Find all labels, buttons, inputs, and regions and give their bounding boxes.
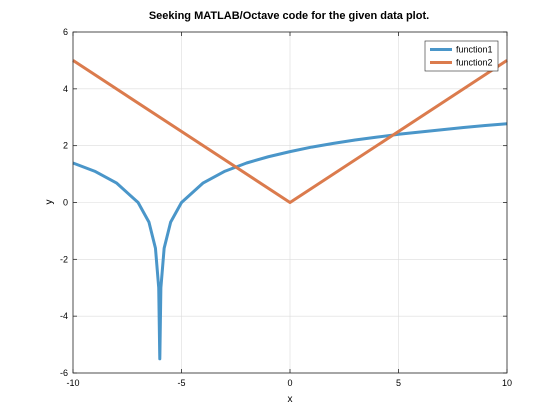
plot-area: -10 -5 0 5 10 -6 -4 -2 0 2 4 6	[60, 27, 512, 388]
chart-title: Seeking MATLAB/Octave code for the given…	[149, 10, 429, 22]
series-line-function2	[72, 59, 508, 204]
y-tick-label: -2	[60, 254, 68, 264]
legend-box	[424, 40, 499, 72]
legend-label-function1: function1	[456, 45, 493, 55]
x-tick-label: 5	[396, 378, 401, 388]
x-tick-label: 0	[287, 378, 292, 388]
y-axis-label: y	[44, 200, 55, 205]
legend: function1 function2	[424, 40, 499, 72]
y-tick-label: 4	[63, 84, 68, 94]
legend-label-function2: function2	[456, 58, 493, 68]
y-tick-label: -6	[60, 368, 68, 378]
series-lines	[72, 59, 508, 361]
x-tick-label: -10	[66, 378, 79, 388]
y-tick-label: 0	[63, 198, 68, 208]
y-tick-label: -4	[60, 311, 68, 321]
y-tick-label: 2	[63, 141, 68, 151]
y-tick-label: 6	[63, 27, 68, 37]
series-line-function1	[72, 122, 508, 361]
x-tick-label: 10	[502, 378, 512, 388]
x-tick-label: -5	[177, 378, 185, 388]
x-axis-label: x	[288, 394, 293, 405]
axis-ticks: -10 -5 0 5 10 -6 -4 -2 0 2 4 6	[60, 27, 512, 388]
